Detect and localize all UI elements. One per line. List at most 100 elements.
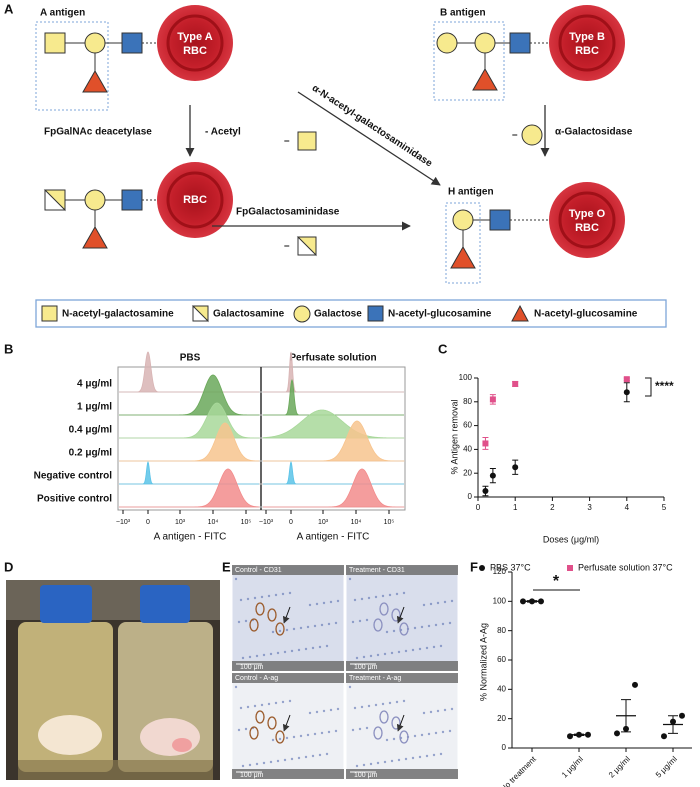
- cell: [269, 760, 273, 764]
- cell: [334, 621, 338, 625]
- panel-c: C 0 20 40 60 80 100 0 1 2 3 4 5 % Antigen removal Dose…: [438, 341, 674, 572]
- cell: [434, 623, 438, 627]
- legend-label: Perfusate solution 37°C: [578, 562, 673, 572]
- cell: [281, 592, 285, 596]
- antigen-box: [433, 21, 505, 101]
- glcnac-icon: [489, 209, 511, 231]
- cell: [237, 728, 241, 732]
- legend-icon: [511, 304, 529, 322]
- vessel: [379, 710, 389, 724]
- cell: [239, 706, 243, 710]
- legend-label: N-acetyl-glucosamine: [388, 309, 492, 320]
- y-tick-label: 80: [497, 626, 506, 635]
- x-tick-label: 3: [587, 503, 592, 512]
- tissue-image: [231, 672, 345, 780]
- legend-box: [35, 299, 667, 328]
- data-point: [489, 472, 496, 479]
- cell: [365, 618, 369, 622]
- cell: [450, 707, 454, 711]
- cell: [418, 755, 422, 759]
- cell: [292, 627, 296, 631]
- x-tick-label: 1: [513, 503, 518, 512]
- cell: [283, 650, 287, 654]
- cell: [392, 629, 396, 633]
- y-tick-label: 60: [463, 421, 472, 430]
- galactose-icon: [84, 189, 106, 211]
- rbc-label: RBC: [183, 45, 207, 57]
- y-tick-label: 40: [463, 445, 472, 454]
- cell: [308, 711, 312, 715]
- annotation: ****: [655, 379, 674, 393]
- data-point: [512, 464, 519, 471]
- cell: [290, 757, 294, 761]
- rbc-label: Type O: [569, 208, 606, 220]
- cell: [348, 685, 352, 689]
- fucose-icon: [82, 69, 108, 93]
- rbc-label: Type A: [177, 31, 213, 43]
- cell: [299, 734, 303, 738]
- data-point: [585, 731, 591, 738]
- cell: [318, 645, 322, 649]
- cell: [436, 601, 440, 605]
- cell: [248, 763, 252, 767]
- y-tick-label: 40: [497, 684, 506, 693]
- rbc-label: RBC: [183, 194, 207, 206]
- rbc-ring: [558, 14, 616, 72]
- histogram: [263, 351, 404, 393]
- panel-d: D: [4, 559, 220, 780]
- cell: [260, 703, 264, 707]
- cell: [418, 647, 422, 651]
- cell: [420, 625, 424, 629]
- galactosamine-icon: [296, 236, 317, 257]
- cell: [402, 591, 406, 595]
- galactose-icon: [521, 124, 543, 146]
- cell: [297, 756, 301, 760]
- tile-label: Control - A-ag: [235, 675, 278, 682]
- cell: [281, 700, 285, 704]
- cell: [313, 624, 317, 628]
- x-axis-label: Doses (μg/ml): [543, 534, 599, 544]
- cell: [246, 705, 250, 709]
- cell: [351, 728, 355, 732]
- enzyme-label: FpGalactosaminidase: [236, 207, 340, 218]
- cell: [299, 626, 303, 630]
- row-label: Negative control: [34, 471, 113, 482]
- cell: [402, 699, 406, 703]
- cell: [413, 734, 417, 738]
- x-tick-label: −10³: [259, 519, 274, 526]
- cell: [271, 738, 275, 742]
- y-tick-label: 0: [468, 492, 473, 501]
- scale-bar-label: 100 μm: [354, 664, 378, 671]
- antigen-label: B antigen: [440, 8, 486, 19]
- cell: [320, 731, 324, 735]
- rbc-label: RBC: [575, 222, 599, 234]
- galactose-icon: [452, 209, 474, 231]
- cell: [315, 710, 319, 714]
- label-bar: [346, 565, 458, 575]
- cell: [448, 621, 452, 625]
- cell: [311, 754, 315, 758]
- data-point: [670, 718, 676, 725]
- cell: [329, 600, 333, 604]
- cell: [288, 699, 292, 703]
- cell: [253, 596, 257, 600]
- cell: [397, 758, 401, 762]
- cell: [395, 592, 399, 596]
- micrograph: Control - A-ag 100 μm: [231, 672, 345, 780]
- cell: [237, 620, 241, 624]
- cell: [320, 623, 324, 627]
- cell: [404, 649, 408, 653]
- cell: [311, 646, 315, 650]
- data-point: [632, 681, 638, 688]
- vessel: [249, 726, 259, 740]
- micrograph: Control - CD31 100 μm: [231, 564, 345, 672]
- cell: [439, 644, 443, 648]
- cell: [306, 733, 310, 737]
- cell: [353, 598, 357, 602]
- histogram: [263, 468, 405, 508]
- cell: [411, 756, 415, 760]
- cell: [351, 620, 355, 624]
- scale-bar-bg: [346, 661, 458, 671]
- cell: [234, 685, 238, 689]
- cell: [429, 710, 433, 714]
